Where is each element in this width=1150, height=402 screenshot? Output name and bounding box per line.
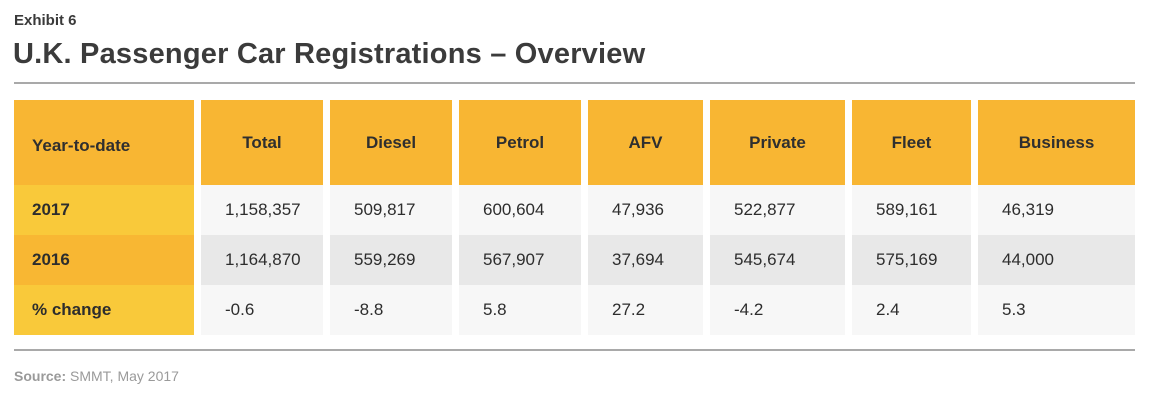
row-label-percent-change: % change — [14, 285, 201, 335]
table-header-row: Year-to-date Total Diesel Petrol AFV Pri… — [14, 100, 1135, 185]
cell-total: 1,164,870 — [201, 235, 330, 285]
page-title: U.K. Passenger Car Registrations – Overv… — [13, 38, 646, 70]
table-row: 2016 1,164,870 559,269 567,907 37,694 54… — [14, 235, 1135, 285]
column-header-business: Business — [978, 100, 1135, 185]
cell-total: -0.6 — [201, 285, 330, 335]
cell-diesel: 509,817 — [330, 185, 459, 235]
source-note: Source: SMMT, May 2017 — [14, 368, 179, 384]
cell-diesel: -8.8 — [330, 285, 459, 335]
source-text: SMMT, May 2017 — [70, 368, 179, 384]
column-header-afv: AFV — [588, 100, 710, 185]
column-header-fleet: Fleet — [852, 100, 978, 185]
cell-private: 545,674 — [710, 235, 852, 285]
cell-fleet: 2.4 — [852, 285, 978, 335]
registrations-table: Year-to-date Total Diesel Petrol AFV Pri… — [14, 100, 1135, 335]
cell-petrol: 600,604 — [459, 185, 588, 235]
column-header-private: Private — [710, 100, 852, 185]
exhibit-label: Exhibit 6 — [14, 12, 77, 29]
cell-petrol: 567,907 — [459, 235, 588, 285]
cell-afv: 47,936 — [588, 185, 710, 235]
cell-afv: 37,694 — [588, 235, 710, 285]
column-header-diesel: Diesel — [330, 100, 459, 185]
column-header-year-to-date: Year-to-date — [14, 100, 201, 185]
cell-business: 44,000 — [978, 235, 1135, 285]
row-label-2017: 2017 — [14, 185, 201, 235]
column-header-total: Total — [201, 100, 330, 185]
table-row: % change -0.6 -8.8 5.8 27.2 -4.2 2.4 5.3 — [14, 285, 1135, 335]
cell-petrol: 5.8 — [459, 285, 588, 335]
cell-business: 5.3 — [978, 285, 1135, 335]
cell-fleet: 589,161 — [852, 185, 978, 235]
column-header-petrol: Petrol — [459, 100, 588, 185]
cell-diesel: 559,269 — [330, 235, 459, 285]
cell-private: 522,877 — [710, 185, 852, 235]
title-divider — [14, 82, 1135, 84]
source-label: Source: — [14, 368, 67, 384]
cell-private: -4.2 — [710, 285, 852, 335]
cell-business: 46,319 — [978, 185, 1135, 235]
cell-fleet: 575,169 — [852, 235, 978, 285]
cell-total: 1,158,357 — [201, 185, 330, 235]
row-label-2016: 2016 — [14, 235, 201, 285]
table-row: 2017 1,158,357 509,817 600,604 47,936 52… — [14, 185, 1135, 235]
footer-divider — [14, 349, 1135, 351]
cell-afv: 27.2 — [588, 285, 710, 335]
